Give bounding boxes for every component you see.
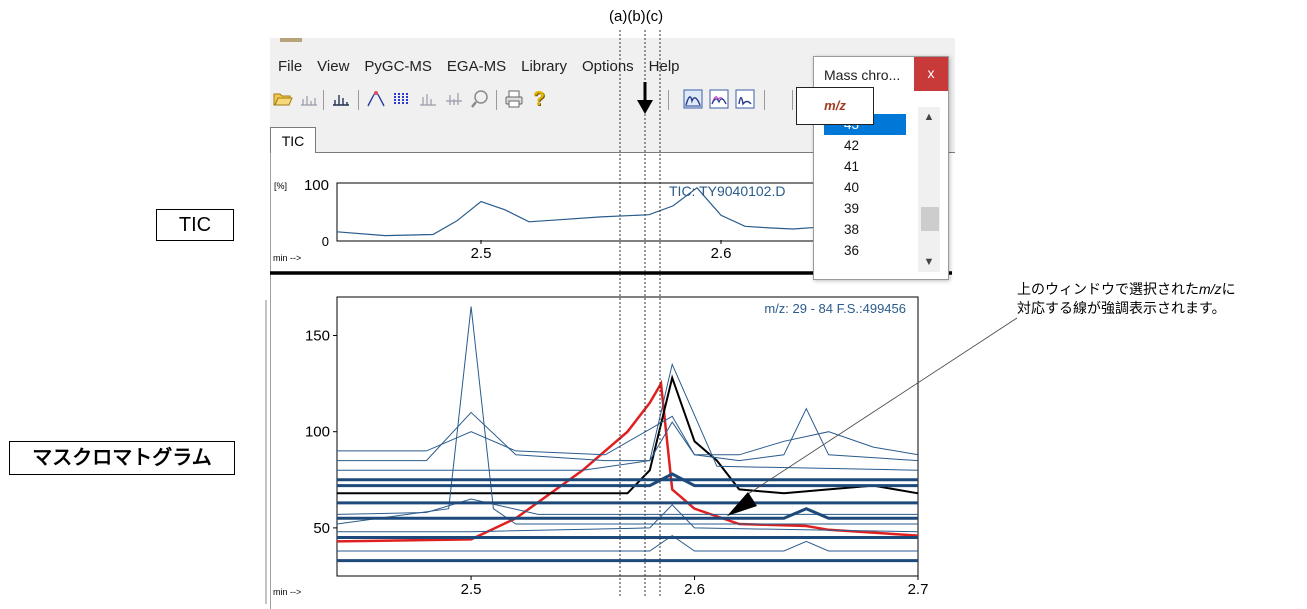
marker-c: (c) bbox=[645, 8, 664, 25]
mz-list[interactable]: 44 43 42 41 40 39 38 36 bbox=[824, 105, 906, 270]
menu-options[interactable]: Options bbox=[581, 58, 634, 75]
tic-x-prefix: min --> bbox=[273, 253, 301, 263]
y-tick-label: 50 bbox=[313, 520, 330, 537]
mz-item[interactable]: 38 bbox=[844, 222, 860, 237]
app-icon bbox=[280, 38, 302, 42]
series-line bbox=[337, 472, 918, 488]
annotation-note: 上のウィンドウで選択されたm/zに 対応する線が強調表示されます。 bbox=[1017, 280, 1307, 318]
tic-y-unit: [%] bbox=[274, 181, 287, 191]
series-line bbox=[337, 362, 919, 471]
search-zoom-icon[interactable] bbox=[469, 88, 491, 110]
note-line-1-text: 上のウィンドウで選択された bbox=[1017, 281, 1199, 297]
mz-label-box: m/z bbox=[796, 87, 874, 125]
down-arrow-icon bbox=[637, 100, 653, 114]
bar-spectrum-icon[interactable] bbox=[330, 88, 352, 110]
chromatogram-icon-1[interactable] bbox=[682, 88, 704, 110]
toolbar: ? bbox=[270, 88, 830, 116]
series-line bbox=[337, 407, 919, 462]
print-icon[interactable] bbox=[503, 88, 525, 110]
popup-close-button[interactable]: x bbox=[914, 57, 948, 91]
mass-x-prefix: min --> bbox=[273, 587, 301, 597]
marker-b: (b) bbox=[627, 8, 646, 25]
mass-side-label: マスクロマトグラム bbox=[9, 441, 235, 475]
scroll-thumb[interactable] bbox=[921, 207, 939, 231]
chromatogram-icon-3[interactable] bbox=[734, 88, 756, 110]
chromatogram-icon-2[interactable] bbox=[708, 88, 730, 110]
menu-file[interactable]: File bbox=[278, 58, 303, 75]
series-line bbox=[337, 504, 919, 533]
x-tick-label: 2.5 bbox=[461, 581, 482, 598]
series-line bbox=[337, 415, 919, 456]
window-markers: (a)(b)(c) bbox=[609, 8, 663, 25]
mz-item[interactable]: 40 bbox=[844, 180, 860, 195]
cross-bars-icon[interactable] bbox=[443, 88, 465, 110]
menu-help[interactable]: Help bbox=[648, 58, 680, 75]
scroll-down-icon[interactable]: ▼ bbox=[923, 256, 935, 268]
menu-bar: File View PyGC-MS EGA-MS Library Options… bbox=[270, 56, 687, 78]
tic-caption: TIC: TY9040102.D bbox=[669, 183, 785, 199]
series-line bbox=[337, 534, 918, 552]
tic-y-tick-0: 0 bbox=[322, 234, 329, 249]
x-tick-label: 2.5 bbox=[471, 245, 492, 262]
scroll-up-icon[interactable]: ▲ bbox=[923, 111, 935, 123]
menu-view[interactable]: View bbox=[317, 58, 350, 75]
mass-plot-frame bbox=[336, 296, 919, 577]
series-line bbox=[337, 374, 919, 495]
tic-series-line bbox=[336, 186, 866, 237]
menu-pygcms[interactable]: PyGC-MS bbox=[364, 58, 432, 75]
tab-divider bbox=[315, 152, 955, 153]
mz-item[interactable]: 41 bbox=[844, 159, 860, 174]
mz-item[interactable]: 36 bbox=[844, 243, 860, 258]
callout-arrowhead-icon bbox=[727, 492, 757, 516]
open-folder-icon[interactable] bbox=[272, 88, 294, 110]
note-line-1-suffix: に bbox=[1221, 281, 1236, 297]
bars-icon[interactable] bbox=[417, 88, 439, 110]
spectrum-icon[interactable] bbox=[298, 88, 320, 110]
y-tick-label: 150 bbox=[305, 327, 330, 344]
tic-side-label: TIC bbox=[156, 209, 234, 241]
series-line bbox=[337, 507, 918, 520]
mass-caption: m/z: 29 - 84 F.S.:499456 bbox=[764, 301, 906, 316]
popup-scrollbar[interactable]: ▲ ▼ bbox=[918, 107, 940, 272]
x-tick-label: 2.6 bbox=[711, 245, 732, 262]
menu-library[interactable]: Library bbox=[521, 58, 567, 75]
help-icon[interactable]: ? bbox=[532, 87, 546, 110]
tab-tic[interactable]: TIC bbox=[270, 127, 316, 154]
series-line bbox=[336, 498, 918, 515]
tic-y-tick-100: 100 bbox=[304, 177, 329, 194]
callout-line bbox=[744, 317, 1018, 497]
menu-egams[interactable]: EGA-MS bbox=[446, 58, 507, 75]
marker-a: (a) bbox=[609, 8, 628, 25]
x-tick-label: 2.6 bbox=[684, 581, 705, 598]
x-tick-label: 2.7 bbox=[908, 581, 929, 598]
mz-item[interactable]: 39 bbox=[844, 201, 860, 216]
note-line-1: 上のウィンドウで選択されたm/zに bbox=[1017, 280, 1307, 299]
mz-item[interactable]: 42 bbox=[844, 138, 860, 153]
series-line bbox=[336, 306, 918, 525]
peak-icon[interactable] bbox=[365, 88, 387, 110]
y-tick-label: 100 bbox=[305, 424, 330, 441]
grid-icon[interactable] bbox=[391, 88, 413, 110]
note-line-2: 対応する線が強調表示されます。 bbox=[1017, 300, 1226, 316]
popup-title: Mass chro... bbox=[824, 67, 901, 83]
note-mz: m/z bbox=[1199, 281, 1222, 297]
